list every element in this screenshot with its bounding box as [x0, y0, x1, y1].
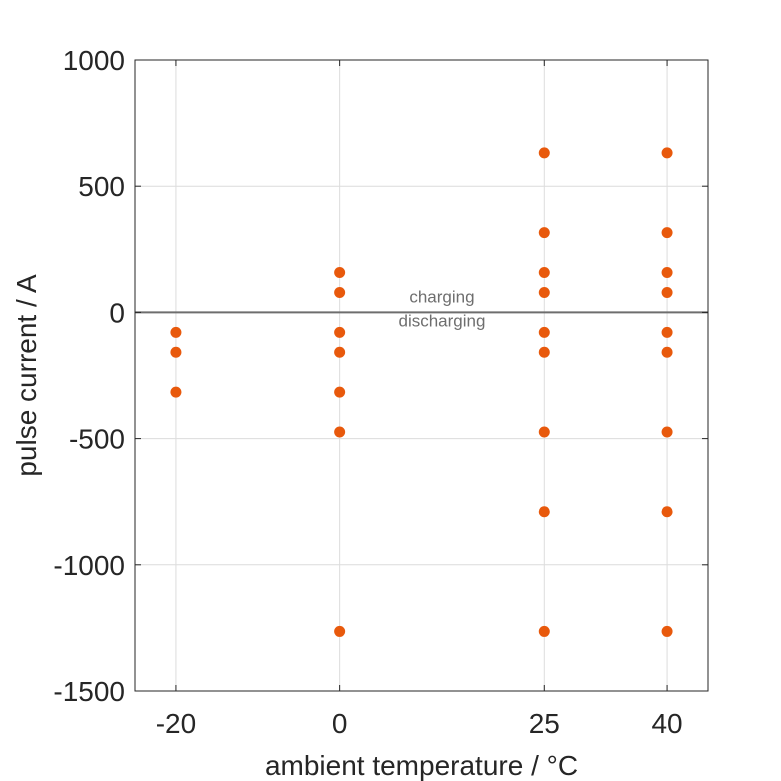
data-point [661, 426, 673, 438]
data-points [170, 147, 673, 637]
data-point [170, 386, 182, 398]
y-tick-label: -1500 [53, 676, 125, 707]
data-point [334, 286, 346, 298]
y-axis-label: pulse current / A [11, 274, 42, 477]
data-point [170, 346, 182, 358]
data-point [661, 267, 673, 279]
x-tick-label: -20 [156, 708, 196, 739]
y-tick-label: 1000 [63, 45, 125, 76]
data-point [661, 346, 673, 358]
data-point [538, 286, 550, 298]
data-point [334, 346, 346, 358]
data-point [538, 346, 550, 358]
plot-frame [134, 59, 709, 692]
data-point [334, 625, 346, 637]
data-point [538, 267, 550, 279]
data-point [538, 426, 550, 438]
x-axis-label: ambient temperature / °C [265, 750, 578, 781]
annotations: charging discharging [398, 287, 485, 330]
data-point [538, 147, 550, 159]
data-point [538, 625, 550, 637]
data-point [661, 227, 673, 239]
data-point [538, 506, 550, 518]
data-point [170, 326, 182, 338]
data-point [538, 326, 550, 338]
data-point [661, 326, 673, 338]
data-point [538, 227, 550, 239]
data-point [661, 147, 673, 159]
data-point [661, 625, 673, 637]
data-point [334, 267, 346, 279]
x-tick-label: 0 [332, 708, 348, 739]
y-tick-label: -500 [69, 424, 125, 455]
data-point [661, 506, 673, 518]
annotation-label: charging [409, 287, 474, 306]
annotation-label: discharging [398, 311, 485, 330]
x-tick-label: 40 [651, 708, 682, 739]
data-point [334, 326, 346, 338]
x-tick-label: 25 [529, 708, 560, 739]
data-point [334, 426, 346, 438]
data-point [661, 286, 673, 298]
y-tick-label: 0 [109, 297, 125, 328]
axis-ticks: -20 0 25 40 1000 500 0 -500 -1000 -1500 [53, 45, 708, 739]
y-tick-label: 500 [78, 171, 125, 202]
data-point [334, 386, 346, 398]
y-tick-label: -1000 [53, 550, 125, 581]
